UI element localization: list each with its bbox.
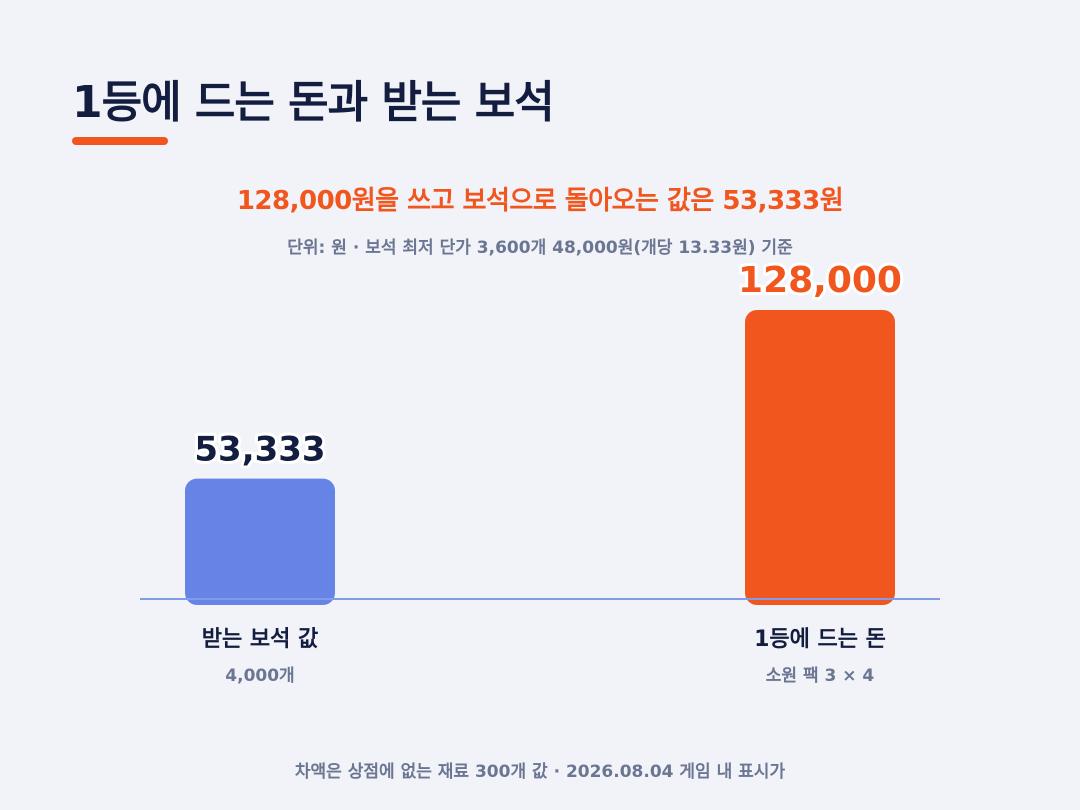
title-underline bbox=[72, 137, 168, 145]
bar-gems-value bbox=[185, 478, 335, 605]
chart-subtitle: 128,000원을 쓰고 보석으로 돌아오는 값은 53,333원 bbox=[236, 186, 844, 216]
category-label: 받는 보석 값 bbox=[202, 627, 319, 652]
bar-cost bbox=[745, 310, 895, 605]
page-title: 1등에 드는 돈과 받는 보석 bbox=[72, 77, 555, 128]
footer-note: 차액은 상점에 없는 재료 300개 값 · 2026.08.04 게임 내 표… bbox=[294, 762, 786, 782]
value-label: 53,333 bbox=[194, 430, 325, 470]
category-sublabel: 4,000개 bbox=[225, 666, 294, 686]
unit-note: 단위: 원 · 보석 최저 단가 3,600개 48,000원(개당 13.33… bbox=[287, 238, 793, 258]
category-sublabel: 소원 팩 3 × 4 bbox=[766, 666, 875, 686]
value-label: 128,000 bbox=[738, 260, 902, 301]
category-label: 1등에 드는 돈 bbox=[754, 627, 886, 652]
